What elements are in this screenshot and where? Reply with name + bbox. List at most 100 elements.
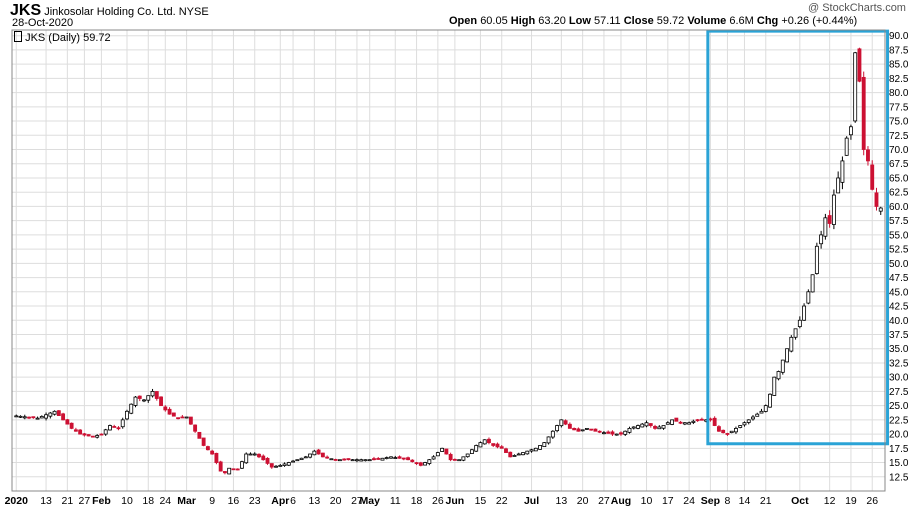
candle [721, 429, 726, 434]
candle [759, 408, 764, 414]
x-tick-label: 26 [432, 495, 444, 507]
candle-body [389, 456, 393, 459]
candle [508, 451, 513, 458]
y-tick-label: 15.0 [889, 458, 909, 469]
candle [789, 335, 794, 353]
candle-body [299, 457, 304, 461]
candle [487, 437, 491, 445]
candle [257, 453, 261, 459]
candle [516, 452, 521, 456]
candle [22, 414, 27, 420]
candle-body [367, 459, 372, 462]
candle [691, 419, 696, 425]
candle-body [252, 453, 257, 456]
candle [457, 459, 462, 462]
candle [746, 419, 751, 425]
candle [687, 421, 692, 425]
candle [444, 448, 449, 455]
candle-body [227, 467, 232, 475]
y-tick-label: 20.0 [889, 430, 909, 441]
candle-body [48, 412, 53, 417]
candle [665, 421, 670, 425]
candle-body [670, 419, 675, 425]
candle [499, 445, 504, 449]
candle [269, 463, 274, 469]
candle-body [414, 462, 419, 465]
candle-body [648, 423, 653, 426]
candle [465, 453, 470, 458]
candle [644, 420, 649, 428]
candle [631, 426, 636, 430]
candle [776, 370, 781, 381]
candle [482, 439, 487, 445]
candle [95, 434, 100, 439]
candle-body [427, 459, 432, 464]
candle [65, 418, 70, 425]
candle [146, 395, 151, 403]
candle-body [563, 420, 568, 425]
candle [614, 433, 619, 436]
candle-body [295, 459, 300, 462]
candle-body [108, 425, 112, 431]
candle-body [814, 245, 819, 274]
candle [342, 458, 347, 461]
candle-body [325, 456, 330, 459]
candle [376, 457, 381, 460]
candle-body [797, 319, 802, 328]
candle [840, 156, 845, 190]
candle [218, 460, 223, 472]
candle-body [699, 418, 704, 421]
y-tick-label: 55.0 [889, 230, 909, 241]
candle-body [550, 430, 555, 438]
candle-body [384, 457, 389, 459]
candle [137, 395, 142, 402]
candle-body [559, 419, 564, 427]
candle-body [584, 427, 589, 430]
series-legend: JKS (Daily) 59.72 [14, 31, 111, 44]
candle-body [678, 421, 683, 424]
y-tick-label: 80.0 [889, 88, 909, 99]
candle [589, 428, 594, 431]
candle [414, 461, 419, 465]
candle-body [120, 419, 125, 428]
y-tick-label: 45.0 [889, 287, 909, 298]
close-label: Close [623, 15, 654, 27]
candle [73, 427, 78, 432]
x-tick-label: 17 [662, 495, 674, 507]
candle-body [614, 433, 619, 436]
candle [563, 419, 568, 426]
company-name: Jinkosolar Holding Co. Ltd. [44, 6, 176, 18]
candle-body [154, 391, 159, 399]
candle-body [342, 458, 347, 461]
x-tick-label: 10 [641, 495, 653, 507]
y-tick-label: 67.5 [889, 159, 909, 170]
candle [325, 455, 330, 459]
candle-body [184, 416, 189, 419]
candle-body [751, 416, 755, 420]
candle-body [457, 459, 462, 462]
candle-body [418, 462, 423, 466]
candle [495, 442, 500, 449]
candle-body [653, 426, 657, 429]
candle-body [380, 457, 385, 461]
candle-body [793, 328, 798, 338]
candle-body [423, 462, 428, 466]
candle [814, 242, 819, 275]
volume-label: Volume [687, 15, 727, 27]
candle [82, 432, 87, 437]
candle [427, 459, 432, 466]
candle-body [636, 425, 640, 429]
candle [823, 213, 828, 240]
candle [222, 471, 227, 475]
candle [827, 210, 832, 228]
y-tick-label: 50.0 [889, 259, 909, 270]
candle [295, 459, 300, 462]
candle-body [840, 160, 845, 183]
candle-body [257, 453, 261, 458]
candle-body [861, 76, 866, 150]
candle [367, 459, 372, 462]
x-tick-label: Apr [271, 495, 289, 507]
candle-body [474, 445, 479, 452]
candle-body [487, 438, 491, 444]
candle [142, 398, 146, 403]
